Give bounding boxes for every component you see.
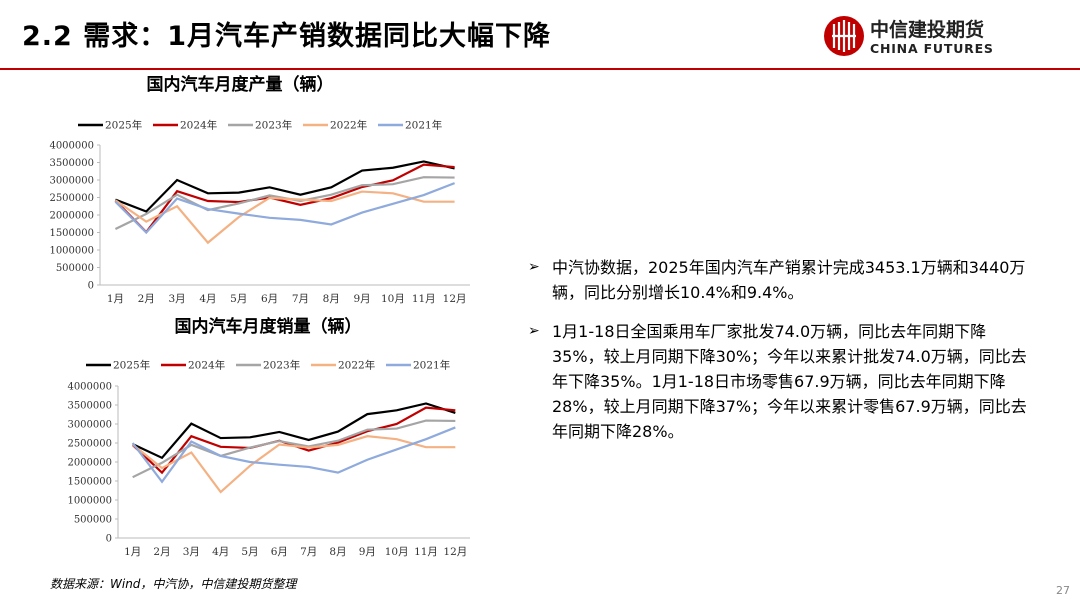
x-tick-label: 4月 — [212, 546, 229, 558]
x-tick-label: 3月 — [183, 546, 200, 558]
legend-label: 2025年 — [113, 359, 150, 372]
y-tick-label: 500000 — [74, 515, 112, 526]
y-tick-label: 0 — [88, 281, 94, 292]
y-tick-label: 1000000 — [49, 246, 94, 257]
series-line — [115, 160, 455, 213]
y-tick-label: 4000000 — [49, 141, 94, 152]
y-tick-label: 1000000 — [67, 496, 112, 507]
y-tick-label: 1500000 — [67, 477, 112, 488]
y-tick-label: 3500000 — [67, 401, 112, 412]
x-tick-label: 2月 — [138, 293, 155, 305]
legend-label: 2023年 — [255, 119, 292, 132]
series-line — [131, 426, 456, 484]
chart-title: 国内汽车月度产量（辆） — [147, 74, 334, 95]
x-tick-label: 9月 — [353, 293, 370, 305]
x-tick-label: 6月 — [261, 293, 278, 305]
series-line — [114, 176, 455, 230]
legend-label: 2024年 — [180, 119, 217, 132]
y-tick-label: 2500000 — [49, 193, 94, 204]
x-tick-label: 5月 — [241, 546, 258, 558]
x-tick-label: 4月 — [199, 293, 216, 305]
y-tick-label: 0 — [106, 534, 112, 545]
y-tick-label: 500000 — [56, 263, 94, 274]
y-tick-label: 2000000 — [67, 458, 112, 469]
y-tick-label: 3500000 — [49, 158, 94, 169]
x-tick-label: 1月 — [107, 293, 124, 305]
y-tick-label: 1500000 — [49, 228, 94, 239]
y-tick-label: 3000000 — [67, 420, 112, 431]
page-number: 27 — [1056, 584, 1070, 597]
series-line — [132, 402, 456, 460]
x-tick-label: 9月 — [359, 546, 376, 558]
legend-label: 2022年 — [330, 119, 367, 132]
x-tick-label: 12月 — [443, 293, 467, 305]
bullet: 1月1-18日全国乘用车厂家批发74.0万辆，同比去年同期下降35%，较上月同期… — [528, 319, 1028, 444]
bullet-list: 中汽协数据，2025年国内汽车产销累计完成3453.1万辆和3440万辆，同比分… — [528, 255, 1028, 458]
charts: 国内汽车月度产量（辆） 0 500000 1000000 1500000 2000000 2… — [49, 74, 470, 558]
logo-en: CHINA FUTURES — [870, 41, 994, 56]
x-tick-label: 12月 — [443, 546, 467, 558]
x-tick-label: 2月 — [153, 546, 170, 558]
series-line — [131, 406, 456, 475]
x-tick-label: 1月 — [124, 546, 141, 558]
x-tick-label: 11月 — [412, 293, 436, 305]
legend-label: 2024年 — [188, 359, 225, 372]
legend-label: 2021年 — [413, 359, 450, 372]
logo: 中信建投期货 CHINA FUTURES — [824, 16, 994, 56]
y-tick-label: 3000000 — [49, 176, 94, 187]
chart-title: 国内汽车月度销量（辆） — [175, 316, 362, 337]
bullet: 中汽协数据，2025年国内汽车产销累计完成3453.1万辆和3440万辆，同比分… — [528, 255, 1028, 305]
source-note: 数据来源：Wind，中汽协，中信建投期货整理 — [50, 577, 297, 591]
series-line — [114, 182, 455, 235]
y-tick-label: 2500000 — [67, 439, 112, 450]
series-line — [114, 190, 455, 245]
y-tick-label: 2000000 — [49, 211, 94, 222]
x-tick-label: 8月 — [323, 293, 340, 305]
x-tick-label: 8月 — [329, 546, 346, 558]
legend-label: 2025年 — [105, 119, 142, 132]
series-line — [131, 435, 456, 494]
legend-label: 2021年 — [405, 119, 442, 132]
logo-emblem-lines — [832, 20, 856, 52]
x-tick-label: 5月 — [230, 293, 247, 305]
slide-title: 2.2 需求：1月汽车产销数据同比大幅下降 — [22, 21, 552, 52]
x-tick-label: 7月 — [300, 546, 317, 558]
x-tick-label: 11月 — [414, 546, 438, 558]
x-tick-label: 10月 — [385, 546, 409, 558]
x-tick-label: 10月 — [381, 293, 405, 305]
x-tick-label: 6月 — [271, 546, 288, 558]
legend-label: 2023年 — [263, 359, 300, 372]
header-rule — [0, 68, 1080, 70]
x-tick-label: 3月 — [168, 293, 185, 305]
logo-cn: 中信建投期货 — [870, 18, 984, 41]
x-tick-label: 7月 — [292, 293, 309, 305]
legend-label: 2022年 — [338, 359, 375, 372]
y-tick-label: 4000000 — [67, 382, 112, 393]
